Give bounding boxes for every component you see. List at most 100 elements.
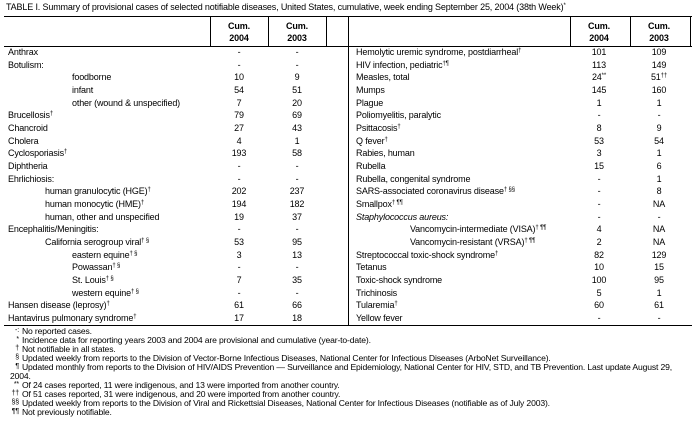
cell-value: -: [295, 47, 299, 57]
cell: -: [570, 174, 628, 185]
cell-value: -: [657, 313, 661, 324]
header-border: [630, 16, 631, 46]
row-name: eastern equine: [72, 249, 130, 260]
cell: -: [268, 60, 326, 71]
cell-value: 24: [591, 72, 602, 83]
cell: 20: [268, 98, 326, 109]
cell-value: 194: [231, 199, 247, 210]
row-label: Mumps: [356, 85, 385, 96]
cell: 51††: [630, 72, 688, 83]
footnote-ref: †: [140, 200, 145, 207]
column-header: Cum.: [588, 21, 610, 31]
row-name: other (wound & unspecified): [72, 97, 181, 108]
row-name: California serogroup viral: [45, 237, 142, 248]
cell-value: -: [657, 110, 661, 121]
cell: 82: [570, 250, 628, 261]
footnote-symbol: †: [15, 345, 19, 352]
row-label: Streptococcal toxic-shock syndrome†: [356, 250, 498, 261]
cell: -: [210, 288, 268, 299]
footnote-ref: **: [601, 73, 607, 80]
row-label: Toxic-shock syndrome: [356, 275, 442, 286]
row-name: Hantavirus pulmonary syndrome: [8, 313, 134, 324]
cell: 17: [210, 313, 268, 324]
cell-value: 129: [651, 249, 667, 260]
cell: NA: [630, 237, 688, 248]
cell-value: 160: [651, 85, 667, 95]
cell-value: 182: [289, 199, 305, 210]
cell: 5: [570, 288, 628, 299]
row-label: Hemolytic uremic syndrome, postdiarrheal…: [356, 47, 521, 58]
row-label: Q fever†: [356, 136, 388, 147]
footnote-symbol: ¶¶: [11, 408, 19, 415]
footnote-ref: †: [518, 48, 522, 54]
row-label: Poliomyelitis, paralytic: [356, 110, 441, 121]
cell: 53: [210, 237, 268, 248]
title-text: TABLE I. Summary of provisional cases of…: [6, 2, 564, 12]
cell-value: 17: [234, 313, 244, 324]
footnote-text: Incidence data for reporting years 2003 …: [22, 335, 371, 345]
row-label: Staphylococcus aureus:: [356, 212, 448, 223]
column-header: Cum.: [228, 21, 250, 31]
cell-value: 61: [654, 300, 664, 311]
row-label: Yellow fever: [356, 313, 403, 324]
cell-value: 27: [234, 123, 244, 134]
footnote: §§ Updated weekly from reports to the Div…: [10, 399, 690, 408]
cell-value: 100: [591, 275, 607, 286]
cell-value: 66: [292, 300, 302, 311]
cell: 9: [630, 123, 688, 134]
row-name: Cholera: [8, 135, 39, 146]
footnote-ref: †: [49, 111, 54, 118]
rule: [4, 325, 692, 326]
row-name: Hansen disease (leprosy): [8, 300, 107, 311]
footnote-ref: † ¶¶: [391, 200, 403, 207]
row-label: Diphtheria: [8, 161, 48, 172]
row-name: Vancomycin-resistant (VRSA): [410, 237, 525, 248]
row-label: eastern equine† §: [72, 249, 138, 261]
row-label: Tularemia†: [356, 300, 398, 311]
cell-value: 109: [651, 47, 667, 57]
cell-value: -: [237, 262, 241, 273]
cell: -: [570, 212, 628, 223]
cell: -: [210, 60, 268, 71]
cell: 69: [268, 110, 326, 121]
cell: 6: [630, 161, 688, 172]
cell: 7: [210, 98, 268, 109]
row-name: Smallpox: [356, 199, 392, 210]
title: TABLE I. Summary of provisional cases of…: [6, 2, 566, 13]
cell-value: 149: [651, 59, 667, 70]
cell-value: 7: [236, 97, 242, 108]
footnote-ref: †¶: [442, 60, 449, 67]
row-name: Rubella, congenital syndrome: [356, 173, 471, 184]
cell: -: [630, 110, 688, 121]
footnote-ref: †: [133, 314, 137, 321]
cell: 194: [210, 199, 268, 210]
cell-value: 1: [656, 97, 662, 108]
row-label: Hansen disease (leprosy)†: [8, 300, 110, 311]
column-header: Cum.: [648, 21, 670, 31]
header-border: [210, 16, 211, 46]
footnote-symbol: §: [15, 354, 19, 361]
row-name: HIV infection, pediatric: [356, 59, 443, 70]
cell-value: 58: [292, 148, 302, 159]
row-name: Q fever: [356, 135, 385, 146]
cell: 53: [570, 136, 628, 147]
cell: 13: [268, 250, 326, 261]
cell: 54: [210, 85, 268, 96]
row-name: Brucellosis: [8, 110, 50, 121]
cell-value: 15: [654, 262, 664, 273]
row-label: human granulocytic (HGE)†: [45, 186, 151, 197]
cell-value: 1: [656, 287, 662, 298]
cell: 61: [210, 300, 268, 311]
row-label: Rubella: [356, 161, 386, 172]
cell: 113: [570, 60, 628, 71]
cell: 1: [630, 288, 688, 299]
header-border: [570, 16, 571, 46]
row-label: Tetanus: [356, 262, 387, 273]
row-name: Powassan: [72, 262, 113, 273]
row-name: Tetanus: [356, 262, 387, 273]
row-name: Tularemia: [356, 300, 395, 311]
row-name: Poliomyelitis, paralytic: [356, 110, 441, 121]
footnote: * Incidence data for reporting years 2003…: [10, 336, 690, 345]
header-border: [268, 16, 269, 46]
cell-value: 3: [596, 148, 602, 159]
